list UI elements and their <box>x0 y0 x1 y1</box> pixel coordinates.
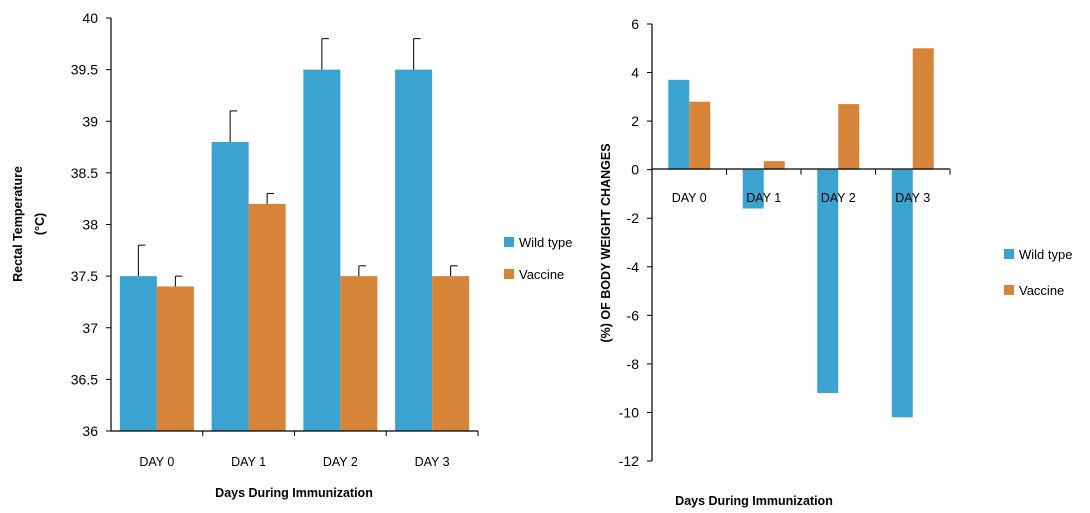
temperature-y-tick-label: 36.5 <box>71 371 98 387</box>
body-weight-bar-vaccine-day-1 <box>763 161 785 170</box>
temperature-y-tick-label: 39 <box>82 113 98 129</box>
body-weight-legend-swatch-vaccine <box>1004 285 1014 295</box>
temperature-legend-label-wild-type: Wild type <box>519 235 572 250</box>
body-weight-legend-label-vaccine: Vaccine <box>1019 283 1064 298</box>
temperature-bar-vaccine-day-1 <box>248 203 286 431</box>
temperature-x-tick-label: DAY 3 <box>415 455 450 469</box>
body-weight-y-label: (%) OF BODY WEIGHT CHANGES <box>599 143 613 342</box>
body-weight-y-tick-label: 0 <box>631 162 639 178</box>
body-weight-y-tick-label: -4 <box>627 259 640 275</box>
body-weight-bar-wild-type-day-1 <box>742 169 764 209</box>
body-weight-y-tick-label: 4 <box>631 65 639 81</box>
body-weight-y-tick-label: -8 <box>627 356 640 372</box>
body-weight-y-tick-label: 6 <box>631 16 639 32</box>
temperature-y-label-line1: Rectal Temperature <box>11 166 25 282</box>
body-weight-bar-wild-type-day-2 <box>817 169 839 394</box>
temperature-bar-vaccine-day-3 <box>432 276 470 431</box>
temperature-y-tick-label: 38.5 <box>71 165 98 181</box>
temperature-x-ticks: DAY 0 DAY 1 DAY 2 DAY 3 <box>139 431 479 469</box>
body-weight-bar-wild-type-day-3 <box>891 169 913 418</box>
temperature-bar-wild-type-day-2 <box>303 69 341 431</box>
body-weight-bar-vaccine-day-3 <box>912 48 934 170</box>
temperature-y-tick-label: 37 <box>82 320 98 336</box>
temperature-bar-wild-type-day-3 <box>395 69 433 431</box>
temperature-x-tick-label: DAY 0 <box>139 455 174 469</box>
body-weight-legend-label-wild-type: Wild type <box>1019 247 1072 262</box>
body-weight-x-tick-label: DAY 1 <box>746 191 781 205</box>
temperature-bars <box>119 69 470 431</box>
body-weight-x-ticks: DAY 0 DAY 1 DAY 2 DAY 3 <box>672 169 951 205</box>
temperature-y-tick-label: 36 <box>82 423 98 439</box>
temperature-legend-label-vaccine: Vaccine <box>519 267 564 282</box>
body-weight-bar-wild-type-day-0 <box>668 79 690 170</box>
temperature-error-bars <box>137 38 458 287</box>
temperature-y-ticks: 36 36.5 37 37.5 38 38.5 39 39.5 40 <box>71 10 111 439</box>
body-weight-legend-swatch-wild-type <box>1004 249 1014 259</box>
temperature-legend-swatch-wild-type <box>504 237 514 247</box>
temperature-legend: Wild type Vaccine <box>504 235 572 282</box>
body-weight-y-tick-label: -10 <box>619 404 639 420</box>
body-weight-x-tick-label: DAY 0 <box>672 191 707 205</box>
temperature-bar-vaccine-day-0 <box>156 286 194 431</box>
body-weight-legend: Wild type Vaccine <box>1004 247 1072 298</box>
temperature-y-label-line2: (°C) <box>33 213 47 235</box>
body-weight-bar-vaccine-day-0 <box>689 101 711 170</box>
body-weight-x-tick-label: DAY 2 <box>821 191 856 205</box>
temperature-y-tick-label: 38 <box>82 217 98 233</box>
temperature-y-tick-label: 40 <box>82 10 98 26</box>
temperature-legend-swatch-vaccine <box>504 269 514 279</box>
temperature-x-tick-label: DAY 1 <box>231 455 266 469</box>
body-weight-x-tick-label: DAY 3 <box>895 191 930 205</box>
temperature-x-label: Days During Immunization <box>215 486 373 500</box>
body-weight-y-tick-label: -6 <box>627 307 640 323</box>
temperature-y-tick-label: 37.5 <box>71 268 98 284</box>
body-weight-x-label: Days During Immunization <box>675 494 833 508</box>
body-weight-y-tick-label: -12 <box>619 453 639 469</box>
body-weight-bars <box>668 48 934 418</box>
body-weight-y-tick-label: -2 <box>627 210 640 226</box>
temperature-bar-wild-type-day-0 <box>119 276 157 431</box>
temperature-y-tick-label: 39.5 <box>71 62 98 78</box>
body-weight-bar-vaccine-day-2 <box>838 104 860 170</box>
body-weight-y-ticks: -12 -10 -8 -6 -4 -2 0 2 4 6 <box>619 16 652 469</box>
temperature-bar-wild-type-day-1 <box>211 141 249 431</box>
temperature-x-tick-label: DAY 2 <box>323 455 358 469</box>
body-weight-y-tick-label: 2 <box>631 113 639 129</box>
temperature-bar-vaccine-day-2 <box>340 276 378 431</box>
